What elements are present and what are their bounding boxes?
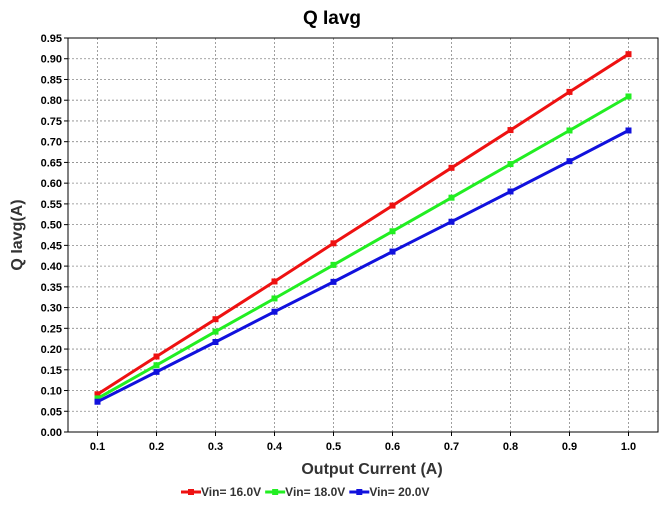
legend-item-2: Vin= 18.0V	[265, 485, 345, 499]
data-point	[566, 158, 573, 165]
y-tick-label: 0.15	[41, 365, 62, 377]
x-tick-label: 0.3	[208, 441, 223, 453]
y-tick-label: 0.85	[41, 74, 62, 86]
y-tick-label: 0.00	[41, 427, 62, 439]
data-point	[94, 391, 101, 398]
data-point	[625, 127, 632, 134]
data-point	[507, 188, 514, 195]
x-tick-label: 0.1	[90, 441, 105, 453]
x-tick-label: 0.7	[444, 441, 459, 453]
y-tick-label: 0.55	[41, 199, 62, 211]
y-tick-label: 0.35	[41, 282, 62, 294]
data-point	[566, 88, 573, 95]
x-tick-label: 0.4	[267, 441, 283, 453]
legend-marker	[356, 489, 363, 495]
y-tick-label: 0.70	[41, 137, 62, 149]
x-tick-label: 0.9	[562, 441, 577, 453]
y-tick-label: 0.10	[41, 386, 62, 398]
data-point	[389, 248, 396, 255]
y-axis-label: Q Iavg(A)	[9, 199, 26, 270]
y-tick-label: 0.90	[41, 54, 62, 66]
data-point	[389, 228, 396, 235]
series-line-3	[96, 129, 630, 404]
legend-label: Vin= 20.0V	[369, 485, 429, 499]
x-tick-label: 0.6	[385, 441, 400, 453]
data-point	[212, 339, 219, 346]
legend-label: Vin= 18.0V	[285, 485, 345, 499]
legend-item-3: Vin= 20.0V	[349, 485, 429, 499]
legend-marker	[188, 489, 194, 495]
y-tick-label: 0.30	[41, 303, 62, 315]
y-tick-label: 0.45	[41, 240, 62, 252]
y-axis-ticks: 0.00 0.05 0.10 0.15 0.20 0.25 0.30 0.35 0.40 0.45…	[41, 33, 68, 439]
legend-label: Vin= 16.0V	[201, 485, 261, 499]
data-point	[153, 353, 160, 360]
x-tick-label: 0.8	[503, 441, 518, 453]
chart-title: Q Iavg	[303, 8, 361, 29]
legend-marker	[272, 489, 279, 495]
data-point	[330, 240, 337, 247]
y-tick-label: 0.05	[41, 406, 62, 418]
data-point	[330, 261, 337, 268]
data-point	[448, 194, 455, 201]
x-tick-label: 0.5	[326, 441, 341, 453]
data-point	[448, 218, 455, 225]
legend: Vin= 16.0V Vin= 18.0V Vin= 20.0V	[181, 485, 429, 499]
x-axis-label: Output Current (A)	[301, 461, 442, 478]
series-line-1	[96, 52, 630, 396]
data-point	[153, 368, 160, 375]
plot-area	[67, 37, 659, 433]
data-point	[330, 278, 337, 285]
y-tick-label: 0.25	[41, 323, 62, 335]
y-tick-label: 0.80	[41, 95, 62, 107]
data-point	[507, 161, 514, 168]
data-point	[271, 295, 278, 302]
data-point	[566, 127, 573, 134]
series-lines	[94, 51, 632, 405]
data-point	[271, 278, 278, 285]
data-point	[94, 398, 101, 405]
y-tick-label: 0.65	[41, 157, 62, 169]
data-point	[212, 328, 219, 335]
y-tick-label: 0.95	[41, 33, 62, 45]
data-point	[625, 93, 632, 100]
series-line-2	[96, 95, 630, 400]
data-point	[212, 316, 219, 323]
data-point	[271, 308, 278, 315]
data-point	[448, 164, 455, 171]
y-tick-label: 0.75	[41, 116, 62, 128]
grid	[68, 38, 658, 432]
y-tick-label: 0.60	[41, 178, 62, 190]
x-axis-ticks: 0.1 0.2 0.3 0.4 0.5 0.6 0.7 0.8 0.9 1.0	[90, 432, 636, 453]
data-point	[625, 51, 632, 58]
y-tick-label: 0.40	[41, 261, 62, 273]
legend-item-1: Vin= 16.0V	[181, 485, 261, 499]
data-point	[153, 362, 160, 369]
y-tick-label: 0.20	[41, 344, 62, 356]
data-point	[94, 395, 101, 402]
data-point	[507, 127, 514, 134]
data-point	[389, 202, 396, 209]
x-tick-label: 1.0	[621, 441, 636, 453]
x-tick-label: 0.2	[149, 441, 164, 453]
y-tick-label: 0.50	[41, 220, 62, 232]
